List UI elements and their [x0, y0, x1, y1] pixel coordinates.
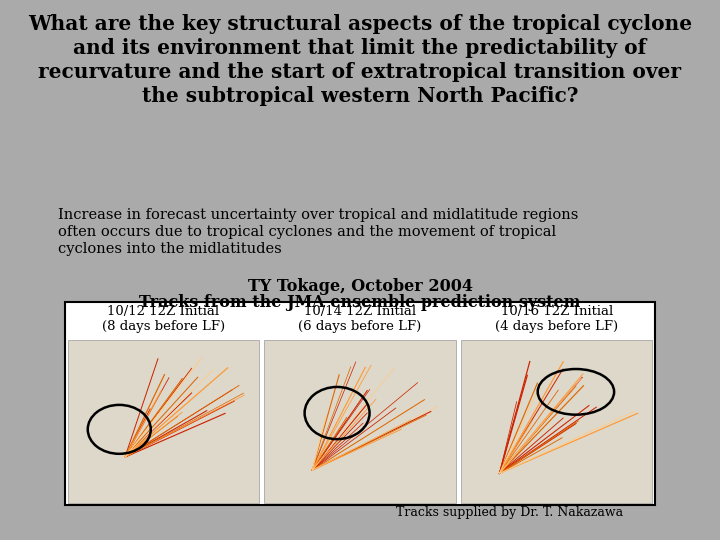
Text: 10/14 12Z Initial
(6 days before LF): 10/14 12Z Initial (6 days before LF): [298, 305, 422, 333]
Text: Increase in forecast uncertainty over tropical and midlatitude regions
often occ: Increase in forecast uncertainty over tr…: [58, 208, 578, 256]
Bar: [264, 340, 456, 503]
Text: What are the key structural aspects of the tropical cyclone
and its environment : What are the key structural aspects of t…: [28, 14, 692, 105]
Bar: [65, 302, 655, 505]
Text: TY Tokage, October 2004: TY Tokage, October 2004: [248, 278, 472, 295]
Text: 10/16 12Z Initial
(4 days before LF): 10/16 12Z Initial (4 days before LF): [495, 305, 618, 333]
Bar: [462, 340, 652, 503]
Text: Tracks supplied by Dr. T. Nakazawa: Tracks supplied by Dr. T. Nakazawa: [396, 507, 623, 519]
Text: Tracks from the JMA ensemble prediction system: Tracks from the JMA ensemble prediction …: [139, 294, 581, 311]
Bar: [68, 340, 258, 503]
Text: 10/12 12Z Initial
(8 days before LF): 10/12 12Z Initial (8 days before LF): [102, 305, 225, 333]
